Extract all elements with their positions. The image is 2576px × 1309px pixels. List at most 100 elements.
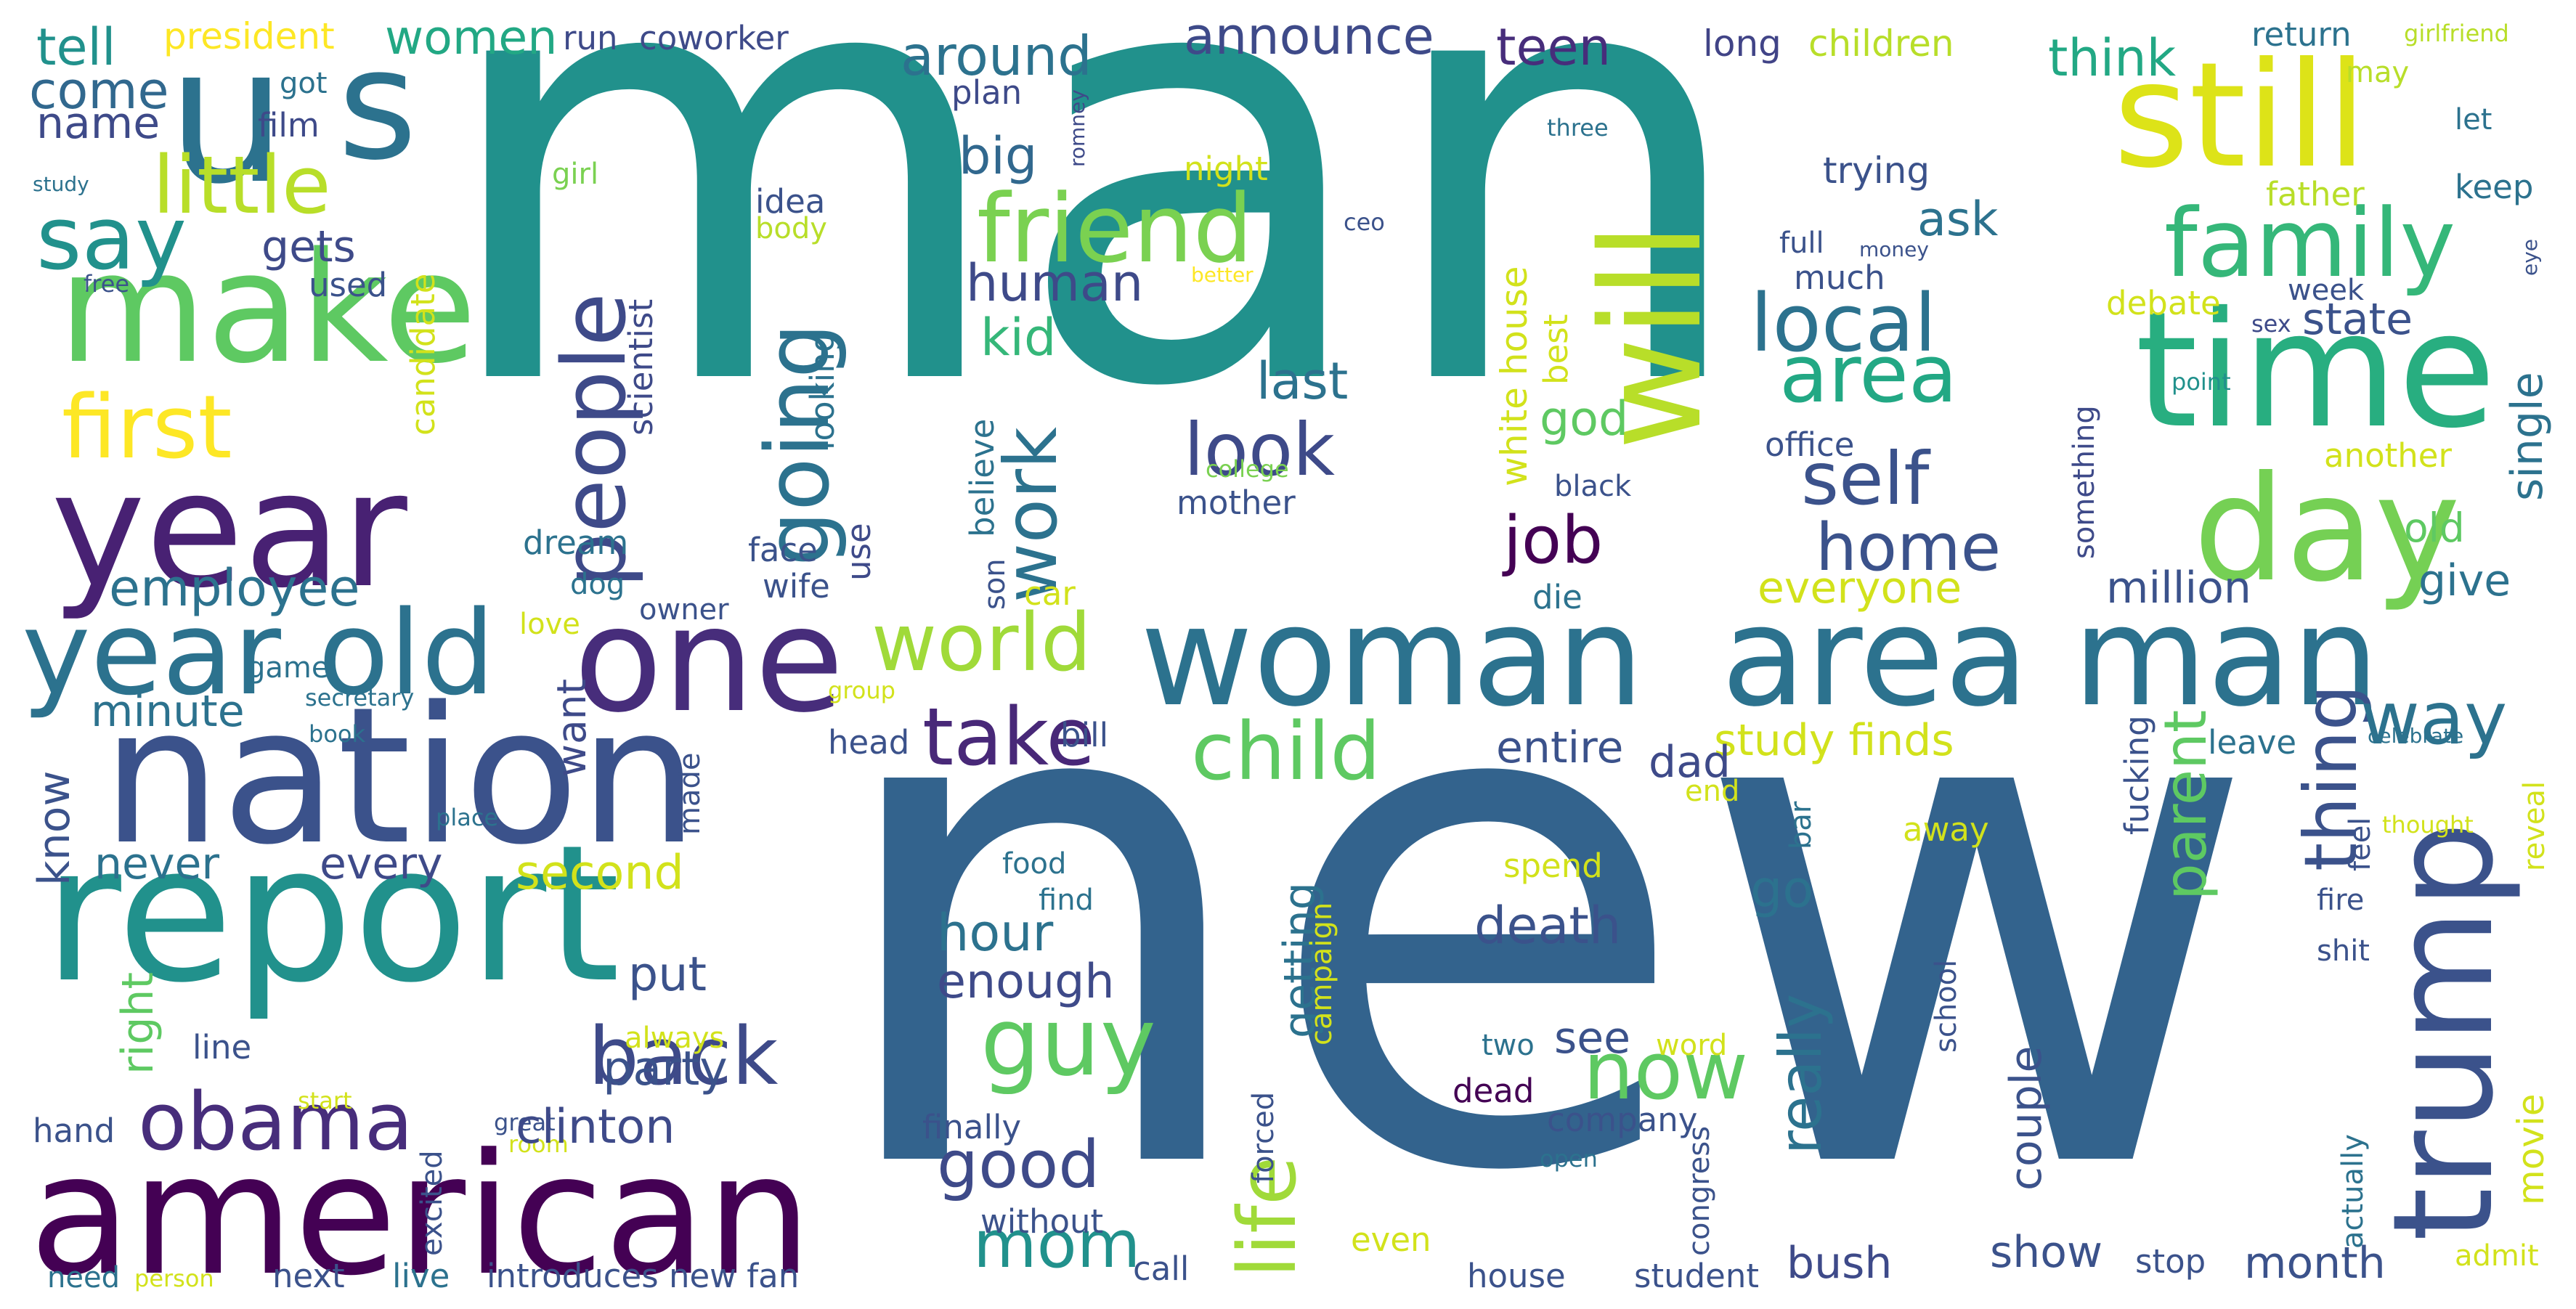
word: area <box>1779 327 1958 420</box>
word: everyone <box>1758 563 1962 613</box>
word: house <box>1467 1257 1566 1295</box>
word: way <box>2360 676 2508 761</box>
word: excited <box>415 1150 449 1256</box>
word: congress <box>1683 1125 1716 1256</box>
word: american <box>29 1119 813 1309</box>
word: nation <box>102 667 699 886</box>
word: children <box>1808 23 1954 65</box>
word: new <box>821 513 2262 1309</box>
word: open <box>1540 1145 1598 1173</box>
word: spend <box>1503 847 1603 885</box>
word: live <box>392 1257 450 1295</box>
word: stop <box>2135 1242 2206 1281</box>
word: fire <box>2317 884 2365 917</box>
word: little <box>153 139 331 232</box>
word: first <box>62 378 232 478</box>
word: god <box>1540 392 1629 446</box>
word: girl <box>552 158 599 191</box>
word: mother <box>1177 484 1296 522</box>
word: owner <box>639 593 729 627</box>
word: white house <box>1493 266 1535 486</box>
word: hand <box>33 1112 115 1150</box>
word: come <box>29 61 169 121</box>
word: wife <box>763 567 830 605</box>
word: food <box>1002 847 1067 881</box>
word: three <box>1547 114 1609 142</box>
word: clinton <box>516 1100 675 1154</box>
word: woman <box>1140 576 1644 737</box>
word: college <box>1206 455 1289 483</box>
word: one <box>574 576 845 745</box>
word: made <box>673 752 707 835</box>
word: obama <box>138 1075 414 1168</box>
word: best <box>1537 314 1575 385</box>
word: office <box>1765 425 1855 464</box>
word: eye <box>2518 238 2542 276</box>
word: study <box>33 172 89 196</box>
word: call <box>1133 1249 1190 1288</box>
word: party <box>603 1042 728 1096</box>
word: got <box>280 67 328 100</box>
word: word <box>1656 1029 1728 1062</box>
word: campaign <box>1305 902 1338 1045</box>
word: debate <box>2106 284 2221 322</box>
word: shit <box>2317 934 2370 968</box>
word: entire <box>1496 722 1624 773</box>
word: head <box>828 723 910 762</box>
word: bar <box>1784 801 1818 849</box>
word: line <box>192 1028 252 1067</box>
word: around <box>901 24 1092 88</box>
word: good <box>937 1127 1100 1203</box>
word: local <box>1750 277 1937 370</box>
word: self <box>1801 436 1930 521</box>
word: used <box>309 266 388 304</box>
word: celebrate <box>2368 724 2464 748</box>
word: president <box>163 15 335 57</box>
word: actually <box>2336 1134 2370 1249</box>
word: man <box>432 0 1755 517</box>
word: always <box>625 1021 725 1055</box>
word: dog <box>570 568 625 601</box>
word: great <box>494 1109 556 1136</box>
word: night <box>1184 150 1268 188</box>
word: dead <box>1452 1072 1535 1110</box>
word: person <box>134 1265 214 1292</box>
word: big <box>959 126 1038 186</box>
word: state <box>2302 294 2413 345</box>
word: finally <box>922 1108 1022 1146</box>
word: forced <box>1247 1091 1280 1183</box>
word: trying <box>1823 150 1930 192</box>
word: really <box>1767 993 1835 1154</box>
word: know <box>29 770 80 886</box>
word: take <box>922 690 1095 783</box>
word: black <box>1554 470 1632 503</box>
word: thought <box>2382 811 2474 839</box>
word: free <box>84 270 130 298</box>
word: something <box>2068 405 2101 559</box>
word: body <box>755 212 827 245</box>
word: full <box>1779 227 1824 260</box>
word: year old <box>22 585 495 721</box>
word: still <box>2113 31 2368 200</box>
word: end <box>1685 775 1740 808</box>
word: plan <box>951 73 1023 112</box>
word: even <box>1351 1220 1431 1259</box>
word: film <box>258 106 320 144</box>
word: without <box>980 1202 1104 1241</box>
word: make <box>58 219 477 397</box>
word: looking <box>803 331 842 450</box>
word: need <box>47 1261 120 1294</box>
word: find <box>1039 884 1094 917</box>
word: scientist <box>622 298 660 436</box>
word: reveal <box>2518 780 2551 871</box>
word: study finds <box>1714 715 1954 766</box>
word: movie <box>2510 1093 2552 1205</box>
word: announce <box>1184 7 1434 66</box>
word: u <box>167 7 287 226</box>
word: day <box>2193 445 2461 614</box>
word: second <box>516 846 684 900</box>
word: use <box>840 523 878 581</box>
word: run <box>563 19 618 57</box>
word: next <box>272 1257 345 1295</box>
word: family <box>2164 188 2456 298</box>
